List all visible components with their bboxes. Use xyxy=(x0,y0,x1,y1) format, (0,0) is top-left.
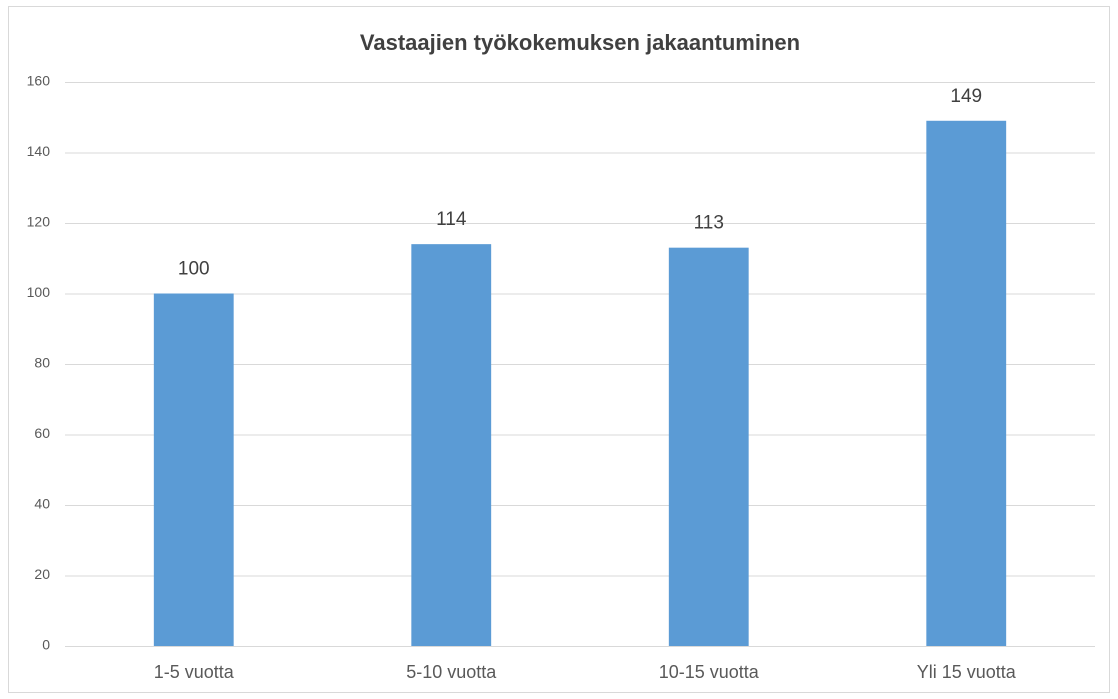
bar xyxy=(668,247,749,647)
y-tick-label: 60 xyxy=(34,425,50,441)
y-tick-label: 40 xyxy=(34,496,50,512)
data-label: 100 xyxy=(178,259,210,280)
y-tick-label: 80 xyxy=(34,355,50,371)
bar xyxy=(411,244,492,646)
data-label: 113 xyxy=(694,213,724,234)
y-tick-label: 140 xyxy=(27,143,51,159)
data-label: 114 xyxy=(436,209,467,230)
y-tick-label: 0 xyxy=(42,637,50,653)
bar xyxy=(153,293,234,646)
x-tick-label: 5-10 vuotta xyxy=(406,662,497,682)
y-tick-label: 160 xyxy=(27,73,51,89)
y-tick-label: 100 xyxy=(27,284,51,300)
x-tick-label: 10-15 vuotta xyxy=(659,662,760,682)
bar xyxy=(926,120,1007,646)
chart-title: Vastaajien työkokemuksen jakaantuminen xyxy=(360,30,800,55)
y-tick-label: 20 xyxy=(34,566,50,582)
data-label: 149 xyxy=(950,86,982,107)
y-tick-label: 120 xyxy=(27,214,51,230)
x-tick-label: 1-5 vuotta xyxy=(154,662,235,682)
x-tick-label: Yli 15 vuotta xyxy=(917,662,1017,682)
